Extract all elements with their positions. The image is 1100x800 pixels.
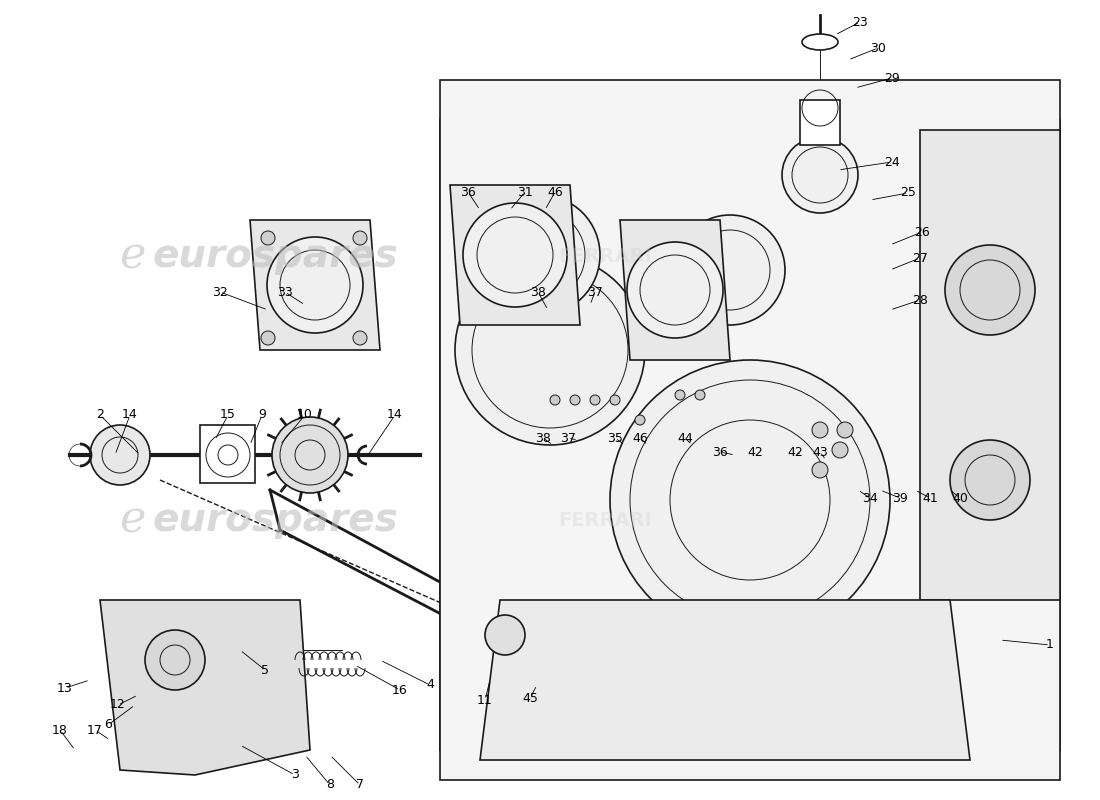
Text: 13: 13	[57, 682, 73, 694]
Circle shape	[145, 630, 205, 690]
Circle shape	[610, 395, 620, 405]
Text: 39: 39	[892, 491, 907, 505]
Text: 5: 5	[261, 663, 270, 677]
Text: 38: 38	[535, 431, 551, 445]
Text: 3: 3	[292, 769, 299, 782]
Text: 4: 4	[426, 678, 433, 691]
Circle shape	[627, 242, 723, 338]
Text: 6: 6	[104, 718, 112, 731]
Circle shape	[812, 422, 828, 438]
Text: 14: 14	[387, 409, 403, 422]
Text: 46: 46	[632, 431, 648, 445]
Circle shape	[261, 331, 275, 345]
Circle shape	[485, 615, 525, 655]
Text: 44: 44	[678, 431, 693, 445]
Text: 42: 42	[788, 446, 803, 458]
Polygon shape	[620, 220, 730, 360]
Text: 28: 28	[912, 294, 928, 306]
Circle shape	[610, 360, 890, 640]
Text: 23: 23	[852, 15, 868, 29]
Polygon shape	[100, 600, 310, 775]
Text: 26: 26	[914, 226, 929, 238]
Circle shape	[261, 231, 275, 245]
Text: 37: 37	[560, 431, 576, 445]
Text: 10: 10	[297, 409, 312, 422]
Circle shape	[570, 395, 580, 405]
Text: FERRARI: FERRARI	[558, 246, 652, 266]
Text: 38: 38	[530, 286, 546, 298]
Text: 25: 25	[900, 186, 916, 199]
Text: FERRARI: FERRARI	[558, 510, 652, 530]
Circle shape	[695, 390, 705, 400]
Text: 30: 30	[870, 42, 886, 54]
Text: 32: 32	[212, 286, 228, 298]
Circle shape	[480, 195, 600, 315]
Text: e: e	[119, 498, 145, 542]
Bar	[200, 425, 255, 483]
Text: 33: 33	[277, 286, 293, 298]
Circle shape	[837, 422, 852, 438]
Text: 16: 16	[392, 683, 408, 697]
Circle shape	[272, 417, 348, 493]
Text: 9: 9	[258, 409, 266, 422]
Text: 14: 14	[122, 409, 138, 422]
Circle shape	[950, 440, 1030, 520]
Circle shape	[550, 395, 560, 405]
Circle shape	[267, 237, 363, 333]
Circle shape	[353, 231, 367, 245]
Text: 36: 36	[460, 186, 476, 198]
Circle shape	[812, 462, 828, 478]
Circle shape	[455, 255, 645, 445]
Circle shape	[675, 215, 785, 325]
Text: 27: 27	[912, 251, 928, 265]
Ellipse shape	[802, 34, 838, 50]
Text: 31: 31	[517, 186, 532, 198]
Text: 35: 35	[607, 431, 623, 445]
Polygon shape	[480, 600, 970, 760]
Text: eurospares: eurospares	[152, 237, 398, 275]
Text: 11: 11	[477, 694, 493, 706]
Polygon shape	[250, 220, 380, 350]
Circle shape	[463, 203, 566, 307]
Text: 37: 37	[587, 286, 603, 298]
Circle shape	[832, 442, 848, 458]
Text: 15: 15	[220, 409, 235, 422]
Text: 40: 40	[953, 491, 968, 505]
Text: 41: 41	[922, 491, 938, 505]
Text: 8: 8	[326, 778, 334, 791]
Text: 7: 7	[356, 778, 364, 791]
Text: 43: 43	[812, 446, 828, 458]
Text: 45: 45	[522, 691, 538, 705]
Circle shape	[590, 395, 600, 405]
Circle shape	[945, 245, 1035, 335]
Circle shape	[90, 425, 150, 485]
Text: 36: 36	[712, 446, 728, 458]
Circle shape	[782, 137, 858, 213]
Text: 24: 24	[884, 155, 900, 169]
Text: 18: 18	[52, 723, 68, 737]
Circle shape	[675, 390, 685, 400]
Polygon shape	[920, 130, 1060, 600]
Text: 29: 29	[884, 71, 900, 85]
Text: 34: 34	[862, 491, 878, 505]
Text: 46: 46	[547, 186, 563, 198]
Text: 42: 42	[747, 446, 763, 458]
Bar	[800, 100, 840, 145]
Text: 2: 2	[96, 409, 103, 422]
Text: 1: 1	[1046, 638, 1054, 651]
Polygon shape	[450, 185, 580, 325]
Circle shape	[353, 331, 367, 345]
Text: eurospares: eurospares	[152, 501, 398, 539]
Circle shape	[635, 415, 645, 425]
Text: e: e	[119, 234, 145, 278]
Polygon shape	[440, 80, 1060, 780]
Text: 12: 12	[110, 698, 125, 711]
Text: 17: 17	[87, 723, 103, 737]
